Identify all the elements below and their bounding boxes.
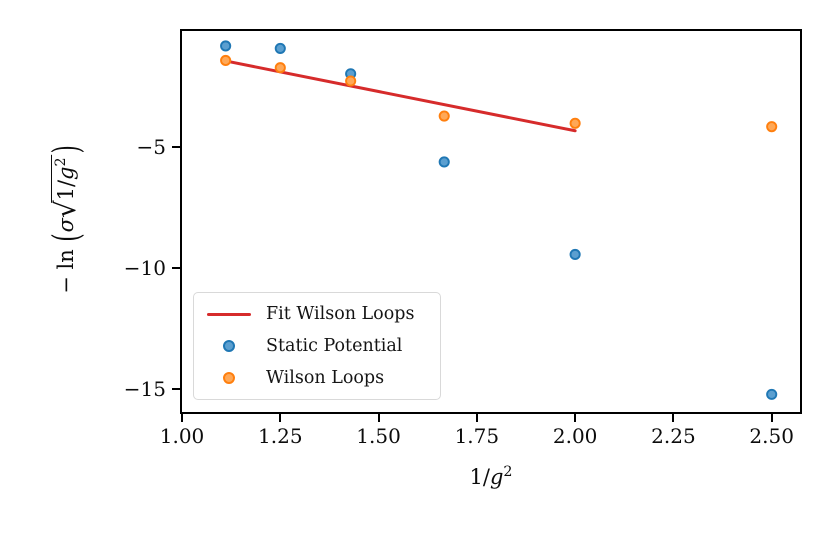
data-point: [766, 121, 778, 133]
legend: Fit Wilson Loops Static Potential Wilson…: [193, 292, 441, 400]
data-point: [569, 117, 581, 129]
x-tick: [377, 414, 380, 422]
x-tick-label: 1.25: [258, 424, 303, 448]
plot-area: Fit Wilson Loops Static Potential Wilson…: [180, 29, 802, 414]
data-point: [345, 75, 357, 87]
y-tick-label: −15: [123, 377, 166, 402]
legend-entry-fit: Fit Wilson Loops: [194, 298, 440, 330]
data-point: [274, 42, 286, 54]
x-tick-label: 2.00: [552, 424, 598, 448]
x-tick: [672, 414, 675, 422]
y-tick: [172, 267, 180, 270]
x-tick: [574, 414, 577, 422]
x-axis-label: 1/g2: [469, 464, 513, 489]
data-point: [766, 388, 778, 400]
legend-label-fit: Fit Wilson Loops: [266, 304, 415, 324]
y-tick: [172, 146, 180, 149]
x-tick-label: 1.00: [159, 424, 205, 448]
data-point: [438, 110, 450, 122]
data-point: [220, 40, 232, 52]
data-point: [274, 62, 286, 74]
y-axis-label: − ln (σ√1/g2): [45, 145, 87, 294]
legend-label-static-potential: Static Potential: [266, 336, 403, 356]
fit-line: [224, 59, 577, 133]
legend-entry-wilson-loops: Wilson Loops: [194, 362, 440, 394]
x-tick-label: 2.25: [651, 424, 696, 448]
data-point: [438, 156, 450, 168]
y-tick: [172, 388, 180, 391]
legend-label-wilson-loops: Wilson Loops: [266, 368, 385, 388]
legend-entry-static-potential: Static Potential: [194, 330, 440, 362]
y-tick-label: −5: [136, 135, 166, 160]
y-tick-label: −10: [123, 256, 166, 281]
x-tick-label: 1.75: [454, 424, 500, 448]
x-tick: [475, 414, 478, 422]
static-potential-dot-icon: [223, 340, 235, 352]
data-point: [220, 54, 232, 67]
x-tick-label: 1.50: [356, 424, 401, 448]
x-tick: [279, 414, 282, 422]
data-point: [569, 248, 581, 261]
x-tick: [770, 414, 773, 422]
chart-canvas: [220, 40, 778, 400]
fit-line-sample-icon: [207, 312, 251, 316]
x-tick-label: 2.50: [749, 424, 794, 448]
x-tick: [181, 414, 183, 422]
wilson-loops-dot-icon: [223, 372, 235, 384]
